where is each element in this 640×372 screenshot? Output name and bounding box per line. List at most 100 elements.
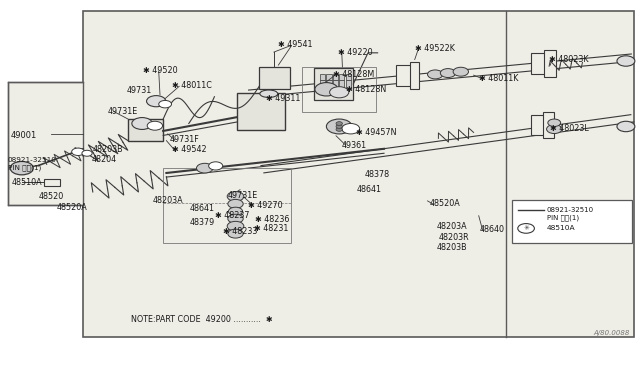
Bar [237,93,285,130]
Text: 48203A: 48203A [436,222,467,231]
Circle shape [228,207,243,215]
Bar [531,115,549,135]
Text: 48203R: 48203R [438,233,469,242]
Circle shape [228,199,243,208]
Circle shape [547,125,562,134]
Text: 48378: 48378 [365,170,390,179]
Text: ✱ 49522K: ✱ 49522K [415,44,454,53]
Text: ✱ 49270: ✱ 49270 [248,201,283,210]
Bar [333,74,338,80]
Text: 49001: 49001 [10,131,36,140]
Circle shape [330,87,349,98]
Bar [339,80,344,89]
Text: 49731E: 49731E [227,191,257,200]
Text: ✱ 49542: ✱ 49542 [172,145,206,154]
Text: 48510A: 48510A [547,225,575,231]
Text: ✱ 49311: ✱ 49311 [266,94,300,103]
Bar [320,74,325,80]
Bar [302,67,376,112]
Bar [44,179,60,186]
Text: 48510A: 48510A [12,178,42,187]
Text: ✱ 49520: ✱ 49520 [143,66,178,75]
Text: ✱ 48011K: ✱ 48011K [479,74,518,83]
Circle shape [82,150,92,156]
Text: 48520: 48520 [38,192,63,201]
Bar [8,82,83,205]
Circle shape [209,162,223,170]
Text: ✱ 48128M: ✱ 48128M [333,70,374,79]
Bar [543,112,554,138]
Bar [259,67,290,89]
Bar [326,80,332,89]
Circle shape [428,70,443,79]
Circle shape [336,125,342,128]
Text: ✳: ✳ [523,225,529,231]
Circle shape [617,121,635,132]
Circle shape [147,96,166,107]
Ellipse shape [260,90,278,97]
Circle shape [336,122,342,125]
Text: 48203B: 48203B [93,145,124,154]
Text: ✱ 48128N: ✱ 48128N [346,85,386,94]
Text: 49731: 49731 [127,86,152,94]
Circle shape [227,192,244,201]
Text: 48379: 48379 [189,218,214,227]
Text: 48520A: 48520A [430,199,461,208]
Text: ✱ 48237: ✱ 48237 [215,211,250,220]
Circle shape [159,100,172,108]
Bar [544,50,556,77]
Text: 48640: 48640 [480,225,505,234]
Text: 49731F: 49731F [170,135,199,144]
Bar [531,53,549,74]
Circle shape [132,118,152,129]
Circle shape [228,214,243,223]
Text: PIN ピン(1): PIN ピン(1) [547,214,579,221]
Bar [410,62,419,89]
Text: ✱ 48231: ✱ 48231 [254,224,289,233]
Circle shape [453,67,468,76]
Text: NOTE:PART CODE  49200 ...........  ✱: NOTE:PART CODE 49200 ........... ✱ [131,315,273,324]
Circle shape [336,128,342,131]
Circle shape [326,119,352,134]
Bar [512,200,632,243]
Text: ✱ 49457N: ✱ 49457N [356,128,396,137]
Text: 08921-32510: 08921-32510 [8,157,56,163]
Bar [346,80,351,89]
Text: ✱ 48236: ✱ 48236 [255,215,289,224]
Text: ✱ 48011C: ✱ 48011C [172,81,211,90]
Text: 48204: 48204 [92,155,116,164]
Circle shape [440,68,456,77]
Text: 48641: 48641 [189,204,214,213]
Bar [83,11,634,337]
Text: ✱ 49220: ✱ 49220 [338,48,372,57]
Text: 48520A: 48520A [56,203,87,212]
Circle shape [72,148,84,155]
Circle shape [315,83,338,96]
Text: 48641: 48641 [357,185,382,194]
Circle shape [617,56,635,66]
Circle shape [147,121,163,130]
Bar [333,80,338,89]
Text: PIN ピン(1): PIN ピン(1) [8,165,41,171]
Circle shape [10,161,33,175]
Bar [320,80,325,89]
Text: ✱ 49541: ✱ 49541 [278,40,313,49]
Text: ✱ 48023K: ✱ 48023K [549,55,589,64]
Text: 08921-32510: 08921-32510 [547,207,594,213]
Text: 49361: 49361 [342,141,367,150]
Bar [163,168,291,243]
Bar [346,74,351,80]
Bar [326,74,332,80]
Text: ✱ 48233: ✱ 48233 [223,227,257,236]
Bar [314,68,353,100]
Circle shape [196,163,213,173]
Text: 48203B: 48203B [436,243,467,252]
Circle shape [548,119,561,126]
Circle shape [518,224,534,233]
Circle shape [228,229,243,238]
Text: ✱ 48023L: ✱ 48023L [550,124,589,133]
Circle shape [227,221,244,231]
Text: 48203A: 48203A [152,196,183,205]
Text: 49731E: 49731E [108,107,138,116]
Bar [396,65,413,86]
